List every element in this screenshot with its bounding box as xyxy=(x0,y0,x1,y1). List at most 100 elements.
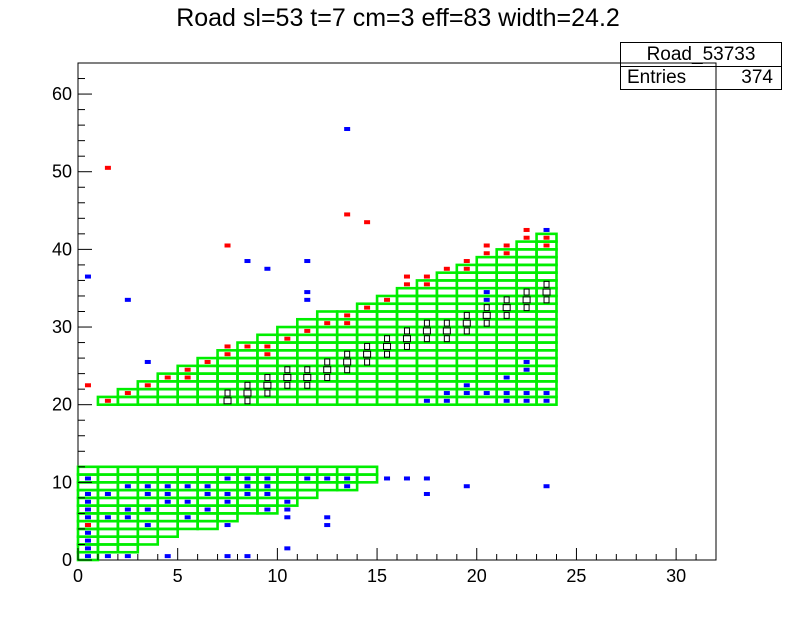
red-hit xyxy=(284,336,291,341)
red-hit xyxy=(204,359,211,364)
road-cell xyxy=(276,465,299,476)
blue-hit xyxy=(483,391,490,396)
y-tick-label: 10 xyxy=(52,472,72,492)
x-tick-label: 10 xyxy=(267,566,287,586)
box-cell xyxy=(443,335,450,343)
blue-hit xyxy=(483,297,490,302)
box-cell xyxy=(383,342,392,350)
stats-entries-label: Entries xyxy=(627,67,687,88)
blue-hit xyxy=(164,499,171,504)
blue-hit xyxy=(144,507,151,512)
red-hit xyxy=(84,383,91,388)
road-cell xyxy=(256,333,279,344)
blue-hit xyxy=(124,484,131,489)
blue-hit xyxy=(224,523,231,528)
box-cell xyxy=(363,350,372,358)
road-cell xyxy=(296,317,319,329)
box-cell xyxy=(244,397,251,405)
road-cell xyxy=(535,232,558,243)
blue-hit xyxy=(503,398,510,403)
red-hit xyxy=(463,259,470,264)
red-hit xyxy=(84,523,91,528)
blue-hit xyxy=(264,476,271,481)
red-hit xyxy=(403,282,410,287)
road-cell xyxy=(196,465,219,476)
box-cell xyxy=(264,374,271,382)
blue-hit xyxy=(523,367,530,372)
box-layer xyxy=(223,280,551,405)
blue-hit xyxy=(244,484,251,489)
blue-hit xyxy=(84,507,91,512)
blue-hit xyxy=(144,484,151,489)
blue-hit xyxy=(284,546,291,551)
red-hit xyxy=(224,243,231,248)
blue-hit xyxy=(463,383,470,388)
blue-hit xyxy=(124,515,131,520)
box-cell xyxy=(284,366,291,374)
box-cell xyxy=(483,319,490,327)
blue-hit xyxy=(463,484,470,489)
box-cell xyxy=(543,280,550,288)
red-hit xyxy=(224,352,231,357)
axis-layer: 0 5 10 15 20 25 30 0 10 20 30 40 50 60 xyxy=(52,62,717,586)
road-cell xyxy=(296,465,319,476)
box-cell xyxy=(503,296,510,304)
blue-hit xyxy=(284,507,291,512)
box-cell xyxy=(523,304,530,312)
y-tick-label: 50 xyxy=(52,162,72,182)
box-cell xyxy=(402,335,411,343)
blue-hit xyxy=(543,484,550,489)
red-hit xyxy=(344,321,351,326)
box-cell xyxy=(403,342,410,350)
blue-hit xyxy=(144,491,151,496)
road-layer xyxy=(76,232,558,562)
x-tick-label: 25 xyxy=(566,566,586,586)
y-tick-label: 20 xyxy=(52,395,72,415)
red-hit xyxy=(344,212,351,217)
box-cell xyxy=(324,358,331,366)
box-cell xyxy=(422,327,431,335)
road-cell xyxy=(315,310,339,321)
blue-hit xyxy=(324,515,331,520)
box-cell xyxy=(223,397,232,405)
blue-hit xyxy=(184,484,191,489)
road-cell xyxy=(435,271,459,282)
blue-hit xyxy=(543,398,550,403)
box-cell xyxy=(463,311,470,319)
blue-hit xyxy=(124,297,131,302)
red-hit xyxy=(104,165,111,170)
blue-hit xyxy=(244,554,251,559)
blue-hit xyxy=(84,274,91,279)
blue-hit xyxy=(304,259,311,264)
red-hit xyxy=(264,352,271,357)
box-cell xyxy=(423,319,430,327)
road-cell xyxy=(216,465,239,476)
blue-hit xyxy=(423,491,430,496)
blue-hit xyxy=(403,476,410,481)
box-cell xyxy=(304,366,311,374)
blue-hit xyxy=(224,499,231,504)
blue-hit xyxy=(224,491,231,496)
box-cell xyxy=(224,389,231,397)
box-cell xyxy=(344,350,351,358)
blue-hit xyxy=(104,554,111,559)
red-hit xyxy=(124,391,131,396)
blue-hit xyxy=(423,398,430,403)
red-hit xyxy=(264,344,271,349)
box-cell xyxy=(343,358,352,366)
blue-hit xyxy=(224,476,231,481)
blue-hit xyxy=(84,499,91,504)
blue-hit xyxy=(84,530,91,535)
road-cell xyxy=(176,465,199,476)
road-cell xyxy=(276,325,299,337)
blue-hit xyxy=(144,359,151,364)
road-cell xyxy=(475,255,498,267)
y-tick-label: 30 xyxy=(52,317,72,337)
box-cell xyxy=(462,319,471,327)
road-cell xyxy=(315,465,339,476)
road-cell xyxy=(256,465,279,476)
road-cell xyxy=(96,465,120,476)
box-cell xyxy=(502,304,511,312)
box-cell xyxy=(483,304,490,312)
